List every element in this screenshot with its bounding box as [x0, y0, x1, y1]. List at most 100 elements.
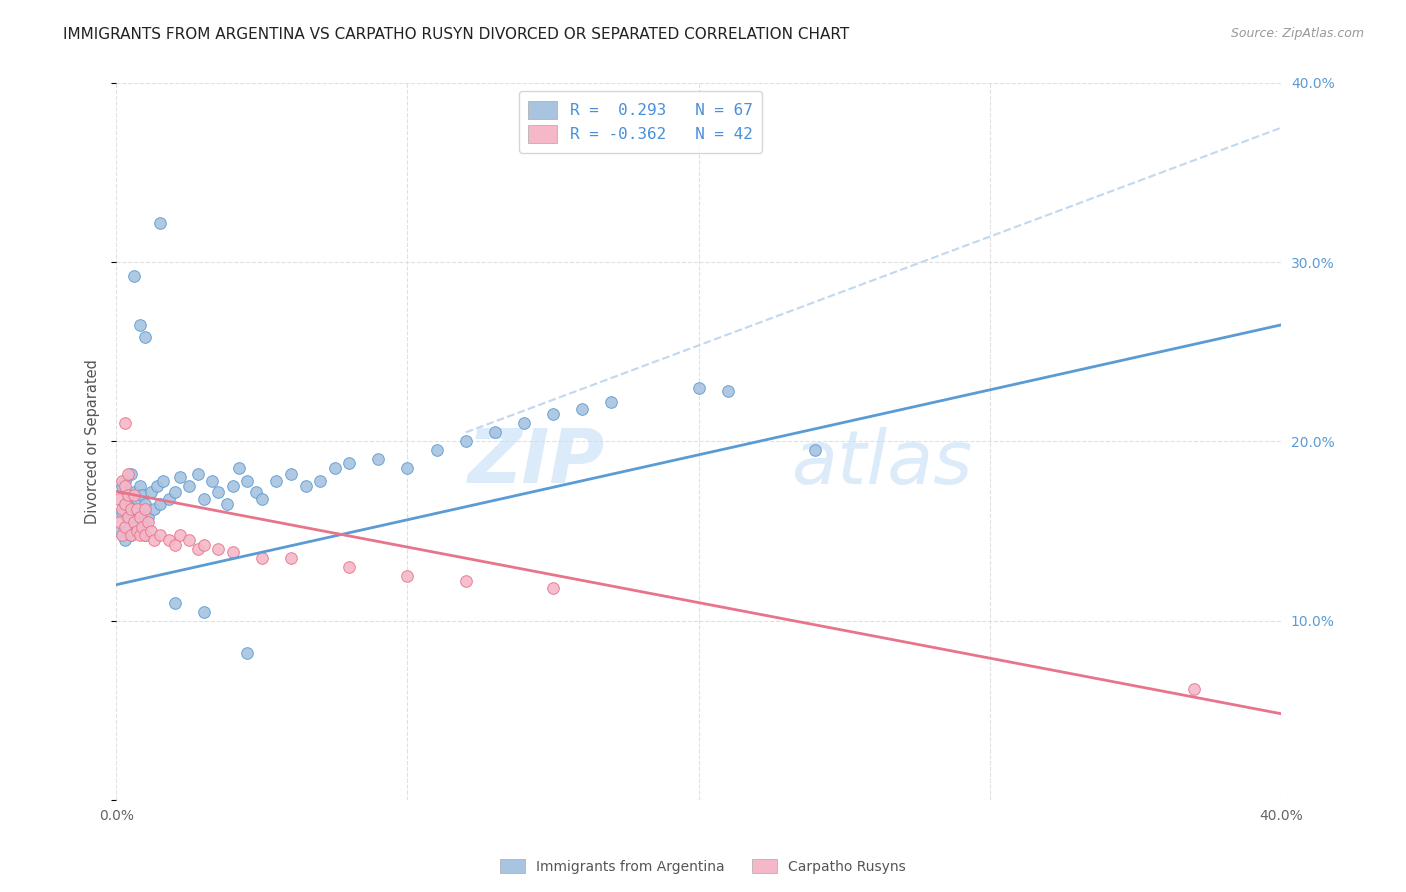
Point — [117, 515, 139, 529]
Point — [122, 484, 145, 499]
Text: Source: ZipAtlas.com: Source: ZipAtlas.com — [1230, 27, 1364, 40]
Point — [114, 417, 136, 431]
Point — [117, 467, 139, 481]
Point — [125, 491, 148, 506]
Point — [114, 520, 136, 534]
Point — [134, 330, 156, 344]
Point — [337, 559, 360, 574]
Point — [120, 467, 142, 481]
Point — [454, 434, 477, 449]
Point — [134, 502, 156, 516]
Point — [125, 502, 148, 516]
Point — [367, 452, 389, 467]
Point — [146, 479, 169, 493]
Point — [111, 506, 134, 520]
Point — [193, 538, 215, 552]
Point — [228, 461, 250, 475]
Point — [108, 491, 131, 506]
Point — [111, 479, 134, 493]
Point — [280, 550, 302, 565]
Point — [250, 550, 273, 565]
Point — [136, 509, 159, 524]
Point — [128, 527, 150, 541]
Point — [717, 384, 740, 399]
Point — [222, 545, 245, 559]
Point — [484, 425, 506, 440]
Point — [131, 488, 153, 502]
Point — [141, 484, 163, 499]
Point — [149, 216, 172, 230]
Point — [136, 515, 159, 529]
Point — [122, 515, 145, 529]
Point — [688, 381, 710, 395]
Point — [201, 474, 224, 488]
Point — [141, 524, 163, 538]
Point — [117, 509, 139, 524]
Point — [294, 479, 316, 493]
Point — [111, 474, 134, 488]
Point — [117, 488, 139, 502]
Point — [120, 527, 142, 541]
Point — [120, 502, 142, 516]
Point — [309, 474, 332, 488]
Point — [108, 524, 131, 538]
Point — [541, 582, 564, 596]
Point — [128, 479, 150, 493]
Point — [236, 474, 259, 488]
Point — [122, 488, 145, 502]
Point — [193, 605, 215, 619]
Y-axis label: Divorced or Separated: Divorced or Separated — [86, 359, 100, 524]
Point — [169, 527, 191, 541]
Point — [125, 520, 148, 534]
Point — [193, 491, 215, 506]
Point — [114, 533, 136, 547]
Point — [215, 497, 238, 511]
Point — [600, 395, 623, 409]
Point — [108, 515, 131, 529]
Point — [177, 479, 200, 493]
Point — [207, 484, 229, 499]
Point — [120, 527, 142, 541]
Point — [149, 497, 172, 511]
Point — [454, 574, 477, 588]
Point — [1182, 681, 1205, 696]
Point — [149, 527, 172, 541]
Point — [157, 533, 180, 547]
Point — [236, 646, 259, 660]
Point — [134, 527, 156, 541]
Legend: R =  0.293   N = 67, R = -0.362   N = 42: R = 0.293 N = 67, R = -0.362 N = 42 — [519, 91, 762, 153]
Point — [122, 269, 145, 284]
Point — [157, 491, 180, 506]
Point — [571, 402, 593, 417]
Point — [117, 488, 139, 502]
Point — [114, 479, 136, 493]
Point — [114, 474, 136, 488]
Point — [541, 408, 564, 422]
Point — [120, 497, 142, 511]
Point — [128, 506, 150, 520]
Point — [207, 541, 229, 556]
Point — [128, 318, 150, 332]
Point — [163, 484, 186, 499]
Point — [396, 461, 419, 475]
Point — [245, 484, 267, 499]
Point — [125, 524, 148, 538]
Point — [134, 497, 156, 511]
Point — [143, 502, 166, 516]
Point — [266, 474, 288, 488]
Point — [114, 502, 136, 516]
Point — [513, 417, 536, 431]
Point — [152, 474, 174, 488]
Point — [250, 491, 273, 506]
Point — [804, 443, 827, 458]
Point — [222, 479, 245, 493]
Point — [426, 443, 449, 458]
Point — [187, 541, 209, 556]
Text: ZIP: ZIP — [468, 426, 606, 500]
Point — [111, 502, 134, 516]
Point — [187, 467, 209, 481]
Point — [122, 509, 145, 524]
Legend: Immigrants from Argentina, Carpatho Rusyns: Immigrants from Argentina, Carpatho Rusy… — [494, 852, 912, 880]
Point — [169, 470, 191, 484]
Point — [323, 461, 346, 475]
